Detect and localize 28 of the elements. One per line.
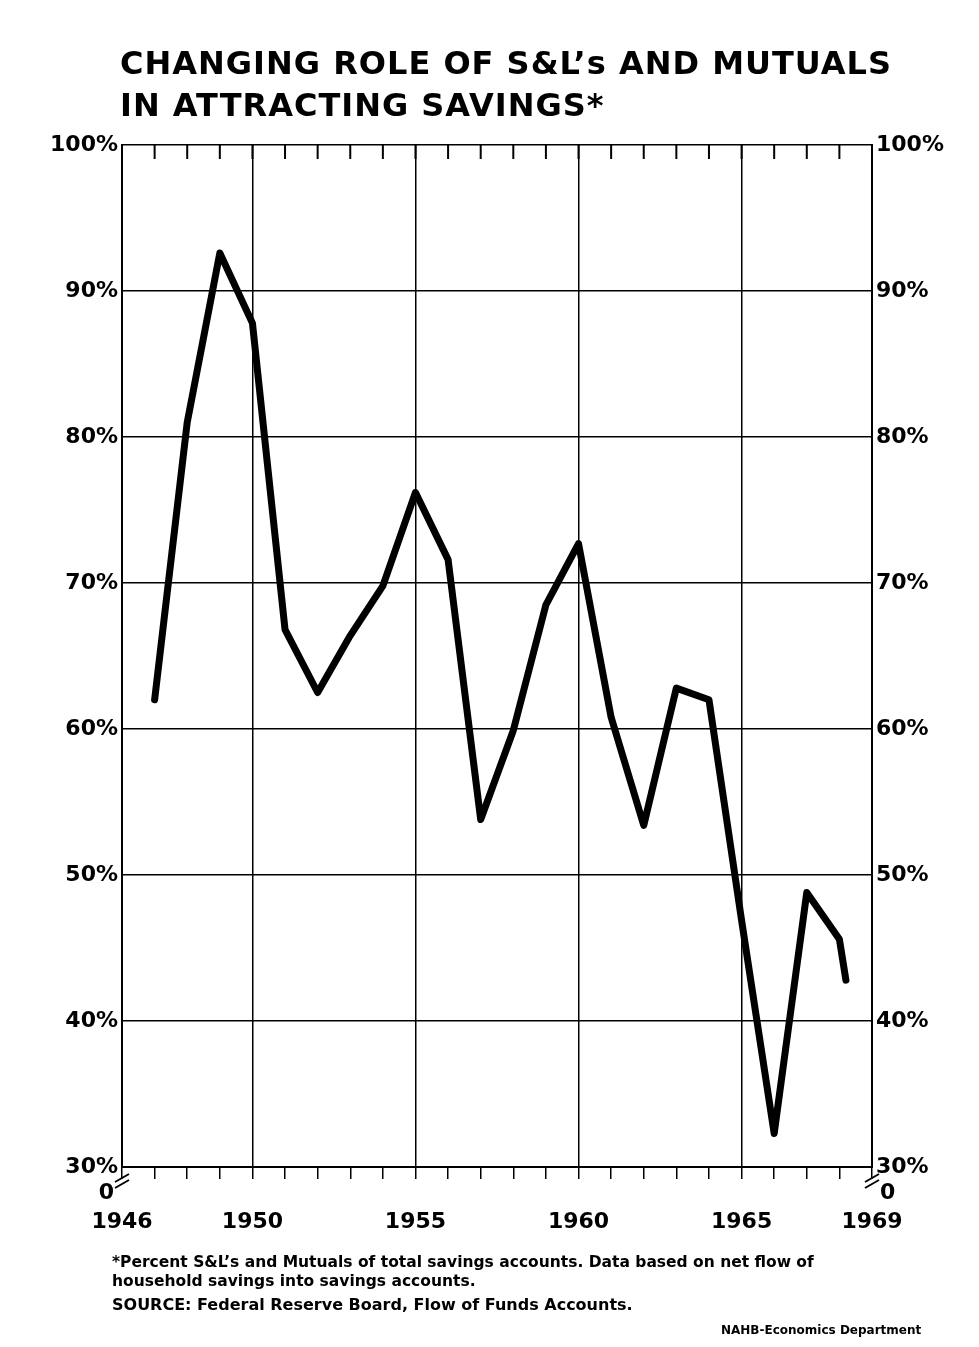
y2-tick-label: 30%	[876, 1152, 929, 1178]
y2-tick-label: 70%	[876, 568, 929, 594]
y-tick-label: 100%	[50, 130, 118, 156]
x-tick-label: 1965	[710, 1207, 773, 1233]
y2-tick-label: 60%	[876, 714, 929, 740]
chart-title: CHANGING ROLE OF S&L’s AND MUTUALS IN ATTRACTING SAVINGS*	[120, 43, 894, 126]
x-tick-label: 1969	[841, 1207, 903, 1233]
x-tick-label: 1960	[547, 1207, 610, 1233]
y-tick-label: 70%	[65, 568, 118, 594]
x-tick-label: 1950	[221, 1207, 284, 1233]
y2-tick-label: 80%	[876, 422, 929, 448]
text: 0	[880, 1178, 896, 1204]
y-tick-label: 90%	[65, 276, 118, 302]
source-note: SOURCE: Federal Reserve Board, Flow of Funds Accounts.	[112, 1295, 633, 1314]
text: *Percent S&L’s and Mutuals of total savings accounts. Data based on net flow of household savings into savings accounts.	[112, 1253, 815, 1291]
y-tick-label: 80%	[65, 422, 118, 448]
y-tick-label: 50%	[65, 860, 118, 886]
y-tick-label: 40%	[65, 1006, 118, 1032]
y-tick-label: 60%	[65, 714, 118, 740]
y-tick-label: 30%	[65, 1152, 118, 1178]
y2-tick-label: 50%	[876, 860, 929, 886]
x-tick-label: 1955	[384, 1207, 447, 1233]
text: NAHB-Economics Department	[721, 1323, 922, 1337]
x-tick-label: 1946	[91, 1207, 153, 1233]
y2-tick-label: 100%	[876, 130, 944, 156]
y2-tick-label: 90%	[876, 276, 929, 302]
text: 0	[98, 1178, 114, 1204]
y2-tick-label: 40%	[876, 1006, 929, 1032]
